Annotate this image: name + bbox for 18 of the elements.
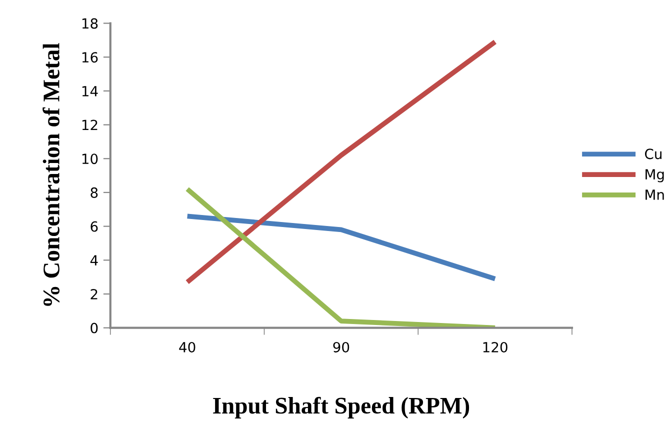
y-tick-label: 2 [90, 288, 98, 300]
y-tick-label: 0 [90, 322, 98, 334]
y-tick-label: 10 [82, 154, 98, 164]
y-tick-label: 6 [90, 221, 98, 232]
x-tick-label: 40 [179, 342, 196, 352]
x-tick-label: 90 [333, 342, 350, 352]
legend-label: Cu [644, 148, 662, 160]
legend-label: Mg [646, 169, 664, 182]
y-axis-title: % Concentration of Metal [42, 43, 60, 306]
y-tick-label: 14 [82, 86, 98, 96]
y-tick-label: 12 [82, 120, 98, 130]
x-tick-label: 120 [483, 342, 508, 352]
y-tick-label: 8 [90, 187, 98, 198]
y-tick-label: 4 [90, 255, 98, 266]
legend-label: Mn [646, 190, 664, 200]
y-tick-label: 16 [82, 52, 98, 63]
x-axis-title: Input Shaft Speed (RPM) [213, 396, 470, 418]
y-tick-label: 18 [82, 18, 98, 29]
